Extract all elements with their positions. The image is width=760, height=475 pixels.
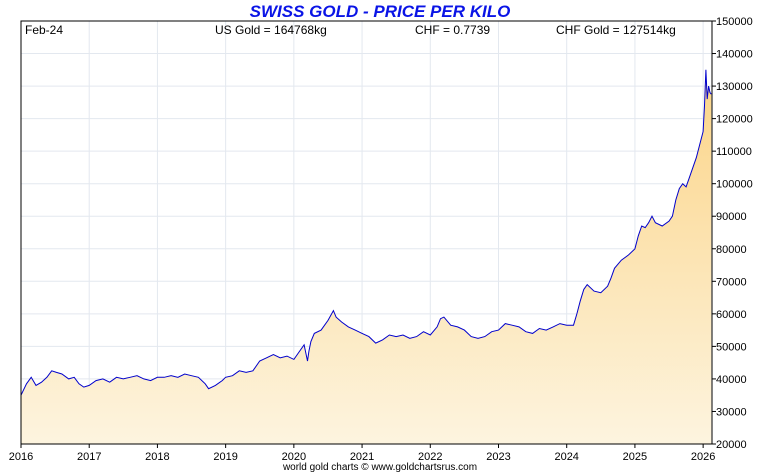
x-tick-label: 2025 [623,451,647,463]
x-tick-label: 2021 [350,451,374,463]
x-tick-label: 2020 [282,451,306,463]
x-tick-label: 2023 [486,451,510,463]
y-tick-label: 120000 [716,114,753,126]
x-tick-label: 2016 [9,451,33,463]
plot-frame [20,20,713,445]
y-tick-label: 140000 [716,49,753,61]
us-gold-label: US Gold = 164768kg [215,23,327,37]
y-tick-label: 70000 [716,276,747,288]
y-tick-label: 20000 [716,439,747,451]
date-label: Feb-24 [25,23,64,37]
source-footer: world gold charts © www.goldchartsrus.co… [282,462,478,473]
y-tick-label: 80000 [716,244,747,256]
chf-gold-label: CHF Gold = 127514kg [556,23,676,37]
y-tick-label: 150000 [716,16,753,28]
x-tick-label: 2018 [145,451,169,463]
price-series-line [20,69,712,396]
y-tick-label: 60000 [716,309,747,321]
y-axis: 20000 30000 40000 50000 60000 70000 80000 90000… [712,16,753,451]
x-tick-label: 2026 [691,451,715,463]
chart-title: SWISS GOLD - PRICE PER KILO [249,2,511,21]
x-tick-label: 2024 [554,451,578,463]
x-tick-label: 2017 [77,451,101,463]
y-tick-label: 110000 [716,146,752,158]
chf-rate-label: CHF = 0.7739 [415,23,491,37]
y-tick-label: 90000 [716,211,747,223]
y-tick-label: 100000 [716,179,753,191]
x-tick-label: 2022 [418,451,442,463]
price-area-fill [21,69,712,445]
y-tick-label: 30000 [716,406,747,418]
y-tick-label: 40000 [716,374,747,386]
x-tick-label: 2019 [213,451,237,463]
x-axis: 2016 2017 2018 2019 2020 2021 2022 2023 2024 2025… [9,444,715,463]
y-tick-label: 130000 [716,81,753,93]
y-tick-label: 50000 [716,341,747,353]
